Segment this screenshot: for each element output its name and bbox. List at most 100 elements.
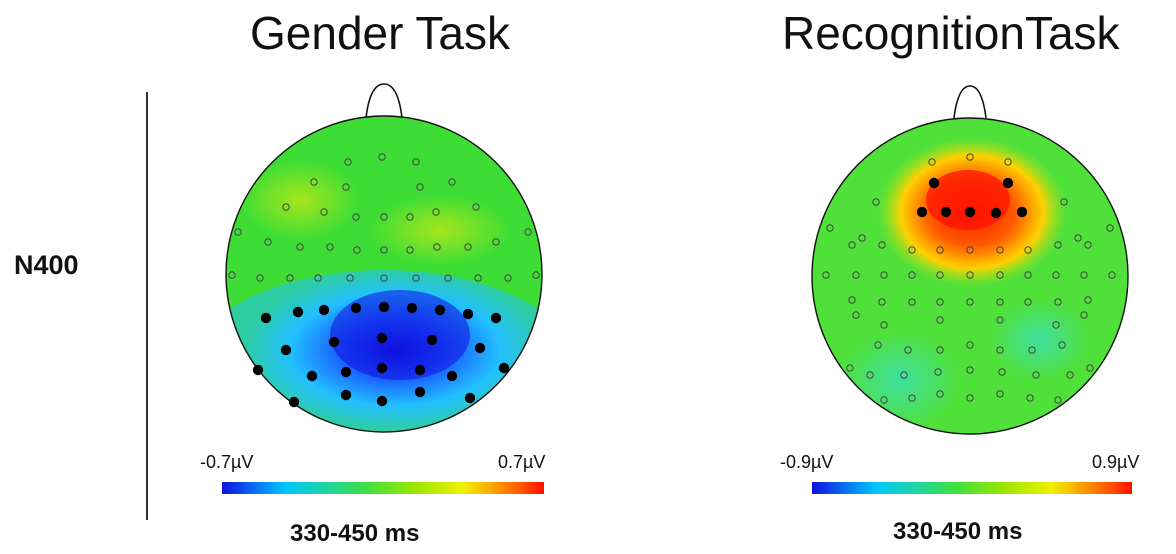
electrode — [936, 298, 944, 306]
significant-electrode — [464, 392, 476, 404]
electrode — [346, 274, 354, 282]
panel-title-recognition: RecognitionTask — [782, 7, 1120, 59]
electrode — [342, 183, 350, 191]
significant-electrode — [928, 177, 940, 189]
electrode — [314, 274, 322, 282]
electrode — [878, 298, 886, 306]
head-outline — [811, 117, 1129, 435]
electrode — [874, 341, 882, 349]
colorbar-gender — [222, 482, 544, 494]
significant-electrode — [414, 364, 426, 376]
electrode — [380, 274, 388, 282]
significant-electrode — [260, 312, 272, 324]
electrode — [966, 341, 974, 349]
scale-max-recognition: 0.9µV — [1092, 452, 1140, 472]
electrode — [264, 238, 272, 246]
electrode — [1052, 271, 1060, 279]
electrode — [524, 228, 532, 236]
electrode — [320, 208, 328, 216]
electrode — [1108, 271, 1116, 279]
electrode — [412, 274, 420, 282]
electrode — [1024, 271, 1032, 279]
electrode — [282, 203, 290, 211]
electrode — [433, 243, 441, 251]
significant-electrode — [940, 206, 952, 218]
electrode — [406, 246, 414, 254]
electrode — [936, 316, 944, 324]
electrode — [228, 271, 236, 279]
significant-electrode — [406, 302, 418, 314]
significant-electrode — [340, 366, 352, 378]
electrode — [966, 366, 974, 374]
electrode — [998, 368, 1006, 376]
significant-electrode — [280, 344, 292, 356]
electrode — [444, 274, 452, 282]
scale-min-gender: -0.7µV — [200, 452, 254, 472]
electrode — [996, 390, 1004, 398]
significant-electrode — [414, 386, 426, 398]
electrode — [908, 246, 916, 254]
electrode — [344, 158, 352, 166]
electrode — [908, 271, 916, 279]
electrode — [1084, 296, 1092, 304]
electrode — [880, 321, 888, 329]
significant-electrode — [426, 334, 438, 346]
electrode — [1026, 394, 1034, 402]
electrode — [904, 346, 912, 354]
scale-max-gender: 0.7µV — [498, 452, 546, 472]
divider-line — [146, 92, 148, 520]
electrode — [872, 198, 880, 206]
electrode — [908, 394, 916, 402]
electrode — [936, 390, 944, 398]
electrode — [416, 183, 424, 191]
electrode — [1032, 371, 1040, 379]
electrode — [378, 153, 386, 161]
significant-electrode — [1016, 206, 1028, 218]
electrode — [996, 346, 1004, 354]
time-window-recognition: 330-450 ms — [893, 518, 1023, 545]
nose-icon — [953, 85, 987, 119]
electrode — [448, 178, 456, 186]
significant-electrode — [318, 304, 330, 316]
electrode — [1086, 364, 1094, 372]
electrode — [878, 241, 886, 249]
electrode — [1058, 341, 1066, 349]
electrode — [966, 246, 974, 254]
significant-electrode — [306, 370, 318, 382]
electrode — [928, 158, 936, 166]
significant-electrode — [376, 362, 388, 374]
electrode — [353, 246, 361, 254]
row-label-n400: N400 — [14, 250, 79, 280]
electrode — [1028, 346, 1036, 354]
electrode — [326, 243, 334, 251]
electrode — [1024, 246, 1032, 254]
electrode — [1054, 241, 1062, 249]
significant-electrode — [252, 364, 264, 376]
significant-electrode — [292, 306, 304, 318]
electrode — [310, 178, 318, 186]
electrode — [504, 274, 512, 282]
electrode — [966, 153, 974, 161]
electrode — [822, 271, 830, 279]
electrode — [880, 396, 888, 404]
electrode — [464, 243, 472, 251]
electrode — [848, 241, 856, 249]
significant-electrode — [498, 362, 510, 374]
electrode — [1080, 271, 1088, 279]
electrode — [996, 316, 1004, 324]
significant-electrode — [490, 312, 502, 324]
significant-electrode — [328, 336, 340, 348]
time-window-gender: 330-450 ms — [290, 520, 420, 547]
electrode — [1074, 234, 1082, 242]
electrode — [826, 224, 834, 232]
colorbar-recognition — [812, 482, 1132, 494]
significant-electrode — [434, 304, 446, 316]
significant-electrode — [288, 396, 300, 408]
significant-electrode — [350, 302, 362, 314]
electrode — [1106, 224, 1114, 232]
electrode — [432, 208, 440, 216]
electrode — [966, 271, 974, 279]
electrode — [866, 371, 874, 379]
